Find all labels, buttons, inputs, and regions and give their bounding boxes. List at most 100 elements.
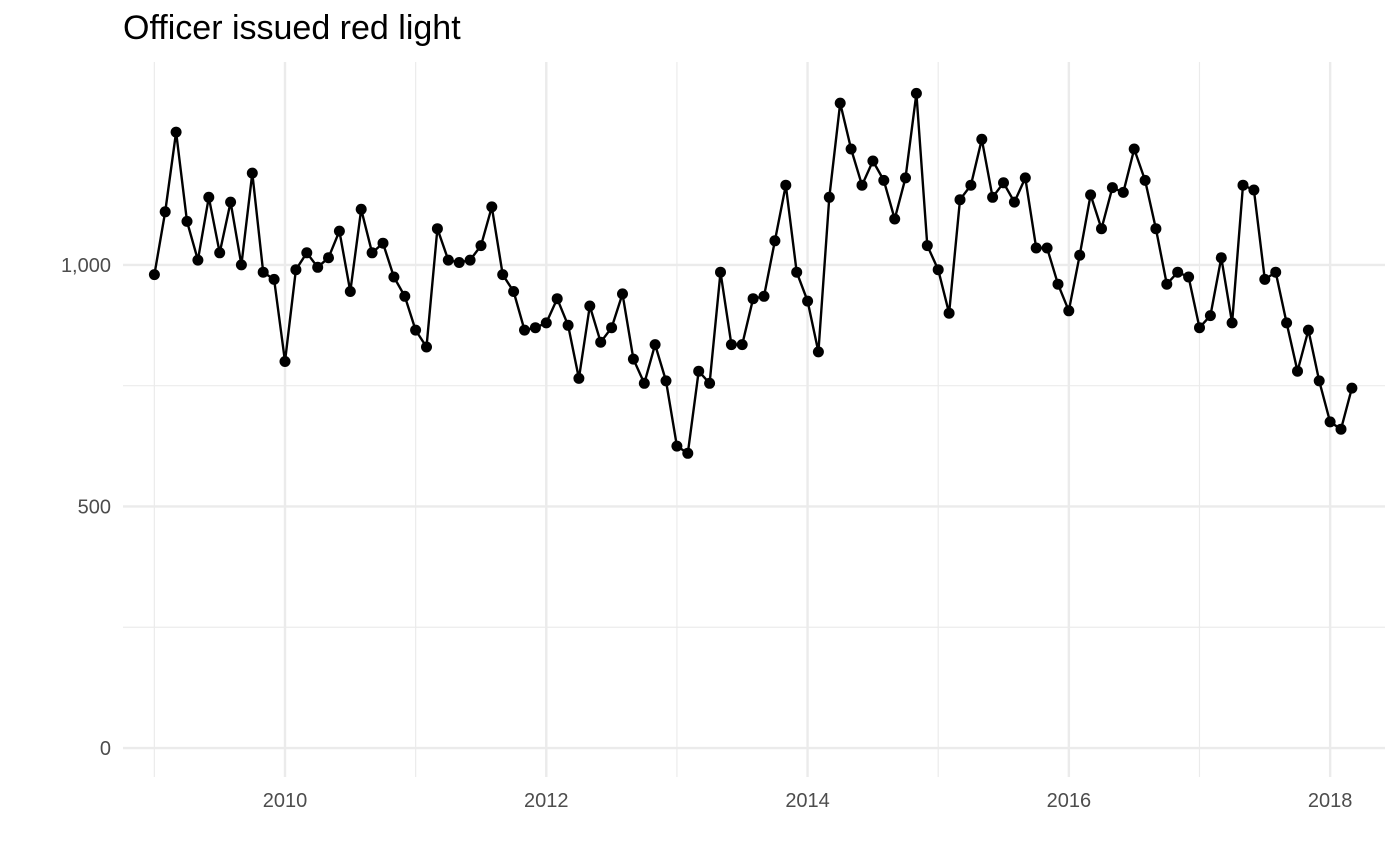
series-layer: [148, 87, 1358, 459]
data-point: [486, 201, 498, 213]
data-point: [1172, 266, 1184, 278]
data-point: [268, 273, 280, 285]
x-tick-label: 2012: [524, 790, 569, 812]
data-point: [475, 240, 487, 252]
data-point: [1237, 179, 1249, 191]
major-gridlines: [123, 62, 1385, 777]
data-point: [453, 257, 465, 268]
data-point: [1302, 324, 1314, 336]
data-point: [410, 324, 422, 336]
series-line: [153, 92, 1354, 455]
data-point: [1096, 223, 1107, 235]
data-point: [1041, 242, 1053, 254]
x-tick-label: 2016: [1047, 790, 1092, 812]
data-point: [1106, 182, 1118, 194]
data-point: [181, 215, 193, 227]
data-point: [954, 194, 966, 206]
data-point: [671, 440, 683, 452]
data-point: [519, 324, 530, 336]
data-point: [214, 247, 226, 259]
data-point: [344, 286, 356, 297]
data-point: [595, 336, 607, 348]
data-point: [910, 87, 922, 99]
data-point: [551, 293, 563, 305]
data-point: [736, 339, 748, 351]
data-point: [279, 356, 291, 367]
data-point: [1128, 143, 1140, 155]
data-point: [562, 319, 574, 331]
data-point: [301, 247, 313, 259]
data-point: [987, 191, 999, 203]
data-point: [758, 290, 770, 302]
data-point: [290, 264, 302, 276]
data-point: [159, 206, 171, 218]
data-point: [791, 266, 803, 278]
data-point: [464, 254, 476, 266]
data-point: [246, 167, 258, 179]
data-point: [921, 240, 933, 252]
data-point: [508, 286, 520, 297]
data-point: [1150, 223, 1162, 235]
data-point: [867, 155, 879, 167]
data-point: [257, 266, 269, 278]
data-point: [856, 179, 868, 191]
data-point: [388, 271, 400, 283]
data-point: [704, 377, 716, 389]
y-tick-label: 1,000: [61, 255, 111, 277]
data-point: [192, 254, 204, 266]
data-point: [617, 288, 628, 300]
data-point: [170, 126, 182, 138]
data-point: [1281, 317, 1293, 329]
data-point: [889, 213, 901, 225]
data-point: [845, 143, 857, 155]
data-point: [998, 177, 1009, 189]
data-point: [802, 295, 814, 307]
data-point: [323, 252, 334, 264]
data-point: [649, 339, 661, 351]
data-point: [235, 259, 247, 271]
data-point: [1030, 242, 1042, 254]
data-point: [1183, 271, 1195, 283]
data-point: [834, 97, 846, 109]
data-point: [1019, 172, 1031, 184]
x-tick-label: 2018: [1308, 790, 1353, 812]
data-point: [1313, 375, 1325, 387]
data-point: [540, 317, 552, 329]
data-point: [399, 290, 411, 302]
data-point: [1346, 382, 1358, 394]
data-point: [1324, 416, 1336, 428]
data-point: [203, 191, 215, 203]
data-point: [725, 339, 737, 351]
data-point: [1248, 184, 1260, 196]
data-point: [1085, 189, 1097, 201]
data-point: [1270, 266, 1282, 278]
data-point: [627, 353, 639, 365]
data-point: [355, 203, 367, 215]
data-point: [878, 174, 890, 186]
data-point: [769, 235, 781, 247]
data-point: [943, 307, 955, 319]
data-point: [1194, 322, 1205, 334]
data-point: [421, 341, 432, 353]
data-point: [529, 322, 541, 334]
data-point: [1226, 317, 1238, 329]
data-point: [1259, 273, 1271, 285]
data-point: [366, 247, 378, 259]
x-axis-tick-labels: 2010 2012 2014 2016 2018: [263, 790, 1353, 812]
y-tick-label: 500: [78, 496, 111, 518]
data-point: [148, 269, 160, 281]
data-point: [1204, 310, 1216, 322]
data-point: [377, 237, 389, 249]
data-point: [497, 269, 509, 281]
y-axis-tick-labels: 0 500 1,000: [61, 255, 111, 760]
data-point: [225, 196, 237, 208]
data-point: [312, 261, 324, 273]
data-point: [1008, 196, 1020, 208]
data-point: [965, 179, 977, 191]
data-point: [823, 191, 835, 203]
data-point: [333, 225, 345, 237]
data-point: [1074, 249, 1086, 261]
data-point: [1052, 278, 1064, 290]
x-tick-label: 2014: [785, 790, 830, 812]
data-point: [747, 293, 759, 305]
